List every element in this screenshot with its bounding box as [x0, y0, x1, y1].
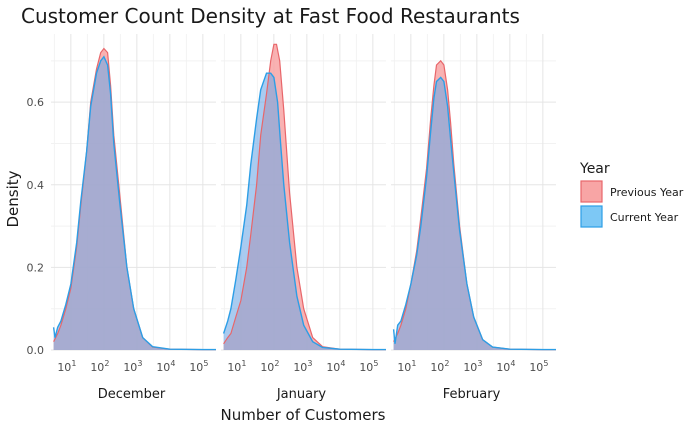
density-line-previous-year [223, 43, 386, 351]
x-tick-label: 105 [529, 359, 548, 374]
facet-panel-january: 101 102 103 104 105 January [221, 34, 386, 402]
y-axis-title: Density [4, 170, 22, 227]
legend-title: Year [579, 161, 610, 177]
density-area-current-year [393, 77, 556, 351]
facet-panel-february: 101 102 103 104 105 February [391, 34, 556, 402]
density-area-current-year [223, 73, 386, 350]
y-tick-label: 0.6 [27, 96, 45, 109]
x-tick-label: 101 [227, 359, 246, 374]
y-tick-label: 0.4 [27, 179, 45, 192]
x-tick-label: 103 [123, 359, 142, 374]
x-tick-label: 101 [397, 359, 416, 374]
density-line-current-year [392, 76, 556, 351]
legend-key-previous-year [580, 180, 603, 203]
density-line-current-year [52, 55, 216, 351]
x-tick-label: 102 [430, 359, 449, 374]
legend-label: Current Year [610, 211, 679, 224]
legend-label: Previous Year [610, 186, 684, 199]
x-tick-label: 102 [90, 359, 109, 374]
x-tick-label: 102 [260, 359, 279, 374]
facet-label: December [98, 387, 166, 402]
x-tick-label: 101 [57, 359, 76, 374]
density-area-current-year [53, 56, 216, 350]
facet-panels: 101 102 103 104 105 December 101 102 103 104 105 Ja… [51, 34, 556, 402]
facet-label: February [443, 387, 501, 402]
axes: Density Number of Customers 0.0 0.2 0.4 0.6 [4, 96, 386, 424]
x-tick-label: 103 [293, 359, 312, 374]
legend-key-current-year [580, 205, 603, 228]
y-tick-label: 0.0 [27, 344, 45, 357]
x-tick-label: 103 [463, 359, 482, 374]
density-line-current-year [222, 72, 386, 351]
x-tick-label: 104 [156, 359, 175, 374]
facet-panel-december: 101 102 103 104 105 December [51, 34, 216, 402]
x-axis-title: Number of Customers [221, 406, 386, 424]
x-tick-label: 105 [189, 359, 208, 374]
facet-label: January [276, 387, 327, 402]
x-tick-label: 104 [326, 359, 345, 374]
y-tick-label: 0.2 [27, 261, 45, 274]
x-tick-label: 105 [359, 359, 378, 374]
chart-title: Customer Count Density at Fast Food Rest… [21, 4, 520, 28]
x-tick-label: 104 [496, 359, 515, 374]
legend: Year Previous Year Current Year [579, 161, 684, 228]
